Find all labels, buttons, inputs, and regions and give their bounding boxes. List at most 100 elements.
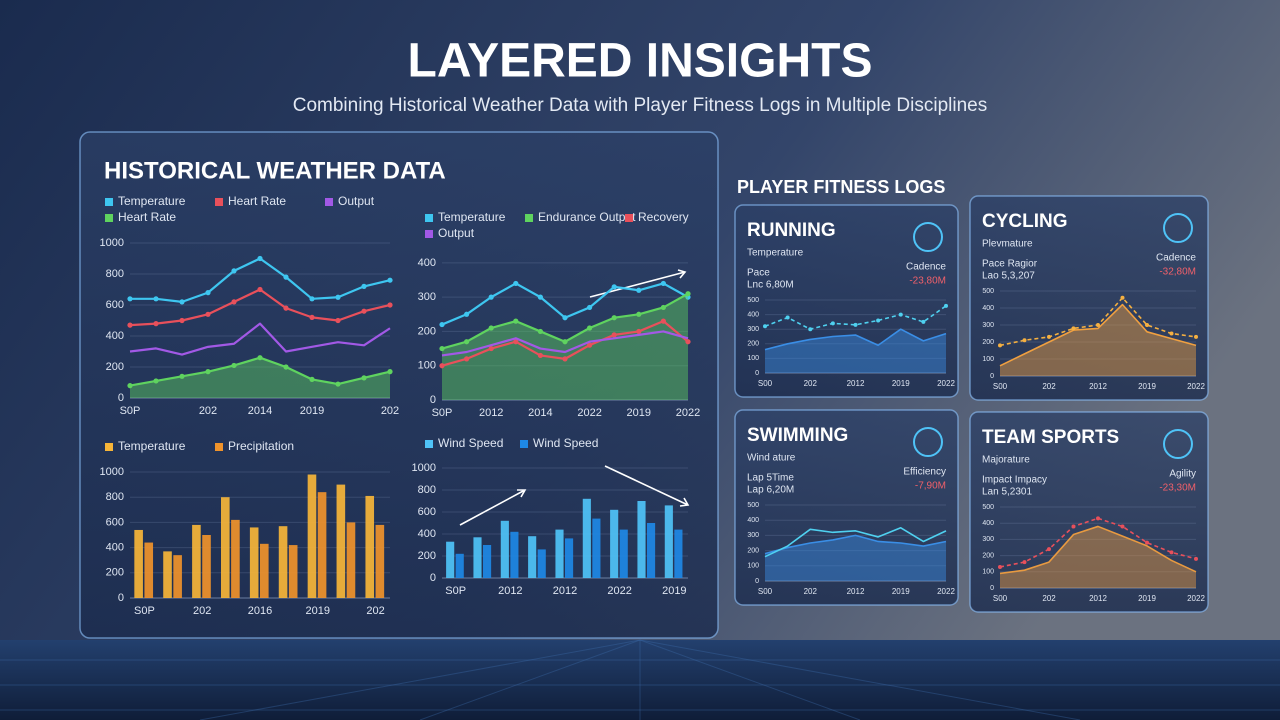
card-annotation: Agility [1169, 469, 1196, 480]
bar [637, 501, 646, 578]
legend-swatch [525, 214, 533, 222]
card-annotation: Plevmature [982, 239, 1033, 250]
marker [785, 315, 790, 320]
marker [153, 296, 159, 302]
card-annotation: Efficiency [903, 467, 946, 478]
card-annotation: Cadence [906, 262, 946, 273]
floor [0, 640, 1280, 720]
marker [1194, 556, 1198, 561]
subtitle: Combining Historical Weather Data with P… [293, 95, 987, 116]
y-tick-label: 0 [990, 585, 994, 592]
legend-label: Precipitation [228, 439, 294, 453]
marker [660, 304, 667, 311]
card-title: RUNNING [747, 220, 836, 241]
marker [1169, 550, 1174, 555]
marker [830, 321, 835, 326]
marker [464, 311, 470, 317]
x-tick-label: 2012 [479, 407, 503, 419]
x-tick-label: S0P [134, 605, 155, 617]
x-tick-label: 2019 [662, 585, 686, 597]
bar [134, 529, 143, 598]
marker [231, 299, 237, 305]
legend-label: Output [338, 194, 375, 208]
marker [127, 296, 133, 302]
marker [309, 314, 315, 320]
x-tick-label: 2022 [676, 407, 700, 419]
marker [562, 339, 568, 345]
marker [562, 315, 568, 321]
line [764, 328, 947, 351]
y-tick-label: 0 [430, 394, 436, 406]
x-tick-label: 202 [1042, 594, 1056, 603]
y-tick-label: 0 [430, 572, 436, 584]
line [999, 517, 1197, 568]
line [129, 322, 391, 356]
marker [1145, 323, 1149, 327]
bar [365, 495, 375, 598]
marker [283, 364, 289, 370]
legend-label: Heart Rate [118, 210, 176, 224]
card-annotation: Temperature [747, 248, 804, 259]
bar [144, 542, 154, 598]
marker [153, 378, 159, 384]
x-tick-label: 2012 [1089, 594, 1107, 603]
bar [173, 555, 182, 598]
y-tick-label: 100 [747, 355, 759, 362]
bar [619, 529, 628, 578]
legend-swatch [425, 440, 433, 448]
marker [944, 303, 948, 308]
y-tick-label: 800 [106, 268, 124, 280]
marker [283, 274, 289, 280]
y-tick-label: 300 [982, 536, 994, 543]
marker [488, 325, 494, 331]
marker [387, 277, 393, 283]
card-icon [913, 222, 943, 252]
marker [537, 352, 544, 359]
y-tick-label: 200 [747, 547, 759, 554]
y-tick-label: 100 [982, 569, 994, 576]
card-title: SWIMMING [747, 425, 848, 446]
x-tick-label: 2019 [627, 407, 651, 419]
bar [483, 545, 492, 578]
marker [127, 383, 133, 389]
y-tick-label: 400 [747, 311, 759, 318]
legend-label: Heart Rate [228, 194, 286, 208]
y-tick-label: 1000 [100, 237, 124, 249]
bar [163, 551, 172, 598]
bar [510, 531, 519, 578]
x-tick-label: 2022 [937, 587, 955, 596]
x-tick-label: 2012 [553, 585, 577, 597]
marker [1120, 524, 1125, 529]
y-tick-label: 400 [106, 330, 124, 342]
card-title: CYCLING [982, 211, 1068, 232]
marker [513, 318, 519, 324]
y-tick-label: 400 [982, 520, 994, 527]
card-annotation: -23,80M [909, 276, 946, 287]
card-annotation: -23,30M [1159, 483, 1196, 494]
marker [763, 324, 767, 329]
x-tick-label: 202 [381, 405, 399, 417]
line [999, 303, 1197, 367]
marker [587, 342, 593, 348]
marker [1022, 560, 1027, 565]
y-tick-label: 400 [418, 257, 436, 269]
marker [387, 369, 393, 375]
marker [611, 284, 617, 290]
x-tick-label: S0P [120, 405, 141, 417]
line [764, 534, 947, 555]
marker [257, 255, 263, 262]
x-tick-label: 2022 [937, 379, 955, 388]
marker [660, 318, 667, 324]
marker [1047, 547, 1051, 552]
legend-label: Output [438, 226, 475, 240]
x-tick-label: 2019 [892, 587, 910, 596]
x-tick-label: 2022 [577, 407, 601, 419]
marker [1169, 331, 1174, 336]
card-annotation: -32,80M [1159, 267, 1196, 278]
x-tick-label: 202 [804, 379, 818, 388]
bar [249, 527, 259, 598]
marker [361, 308, 367, 314]
x-tick-label: S00 [758, 379, 773, 388]
bar [307, 474, 317, 598]
marker [488, 294, 494, 300]
